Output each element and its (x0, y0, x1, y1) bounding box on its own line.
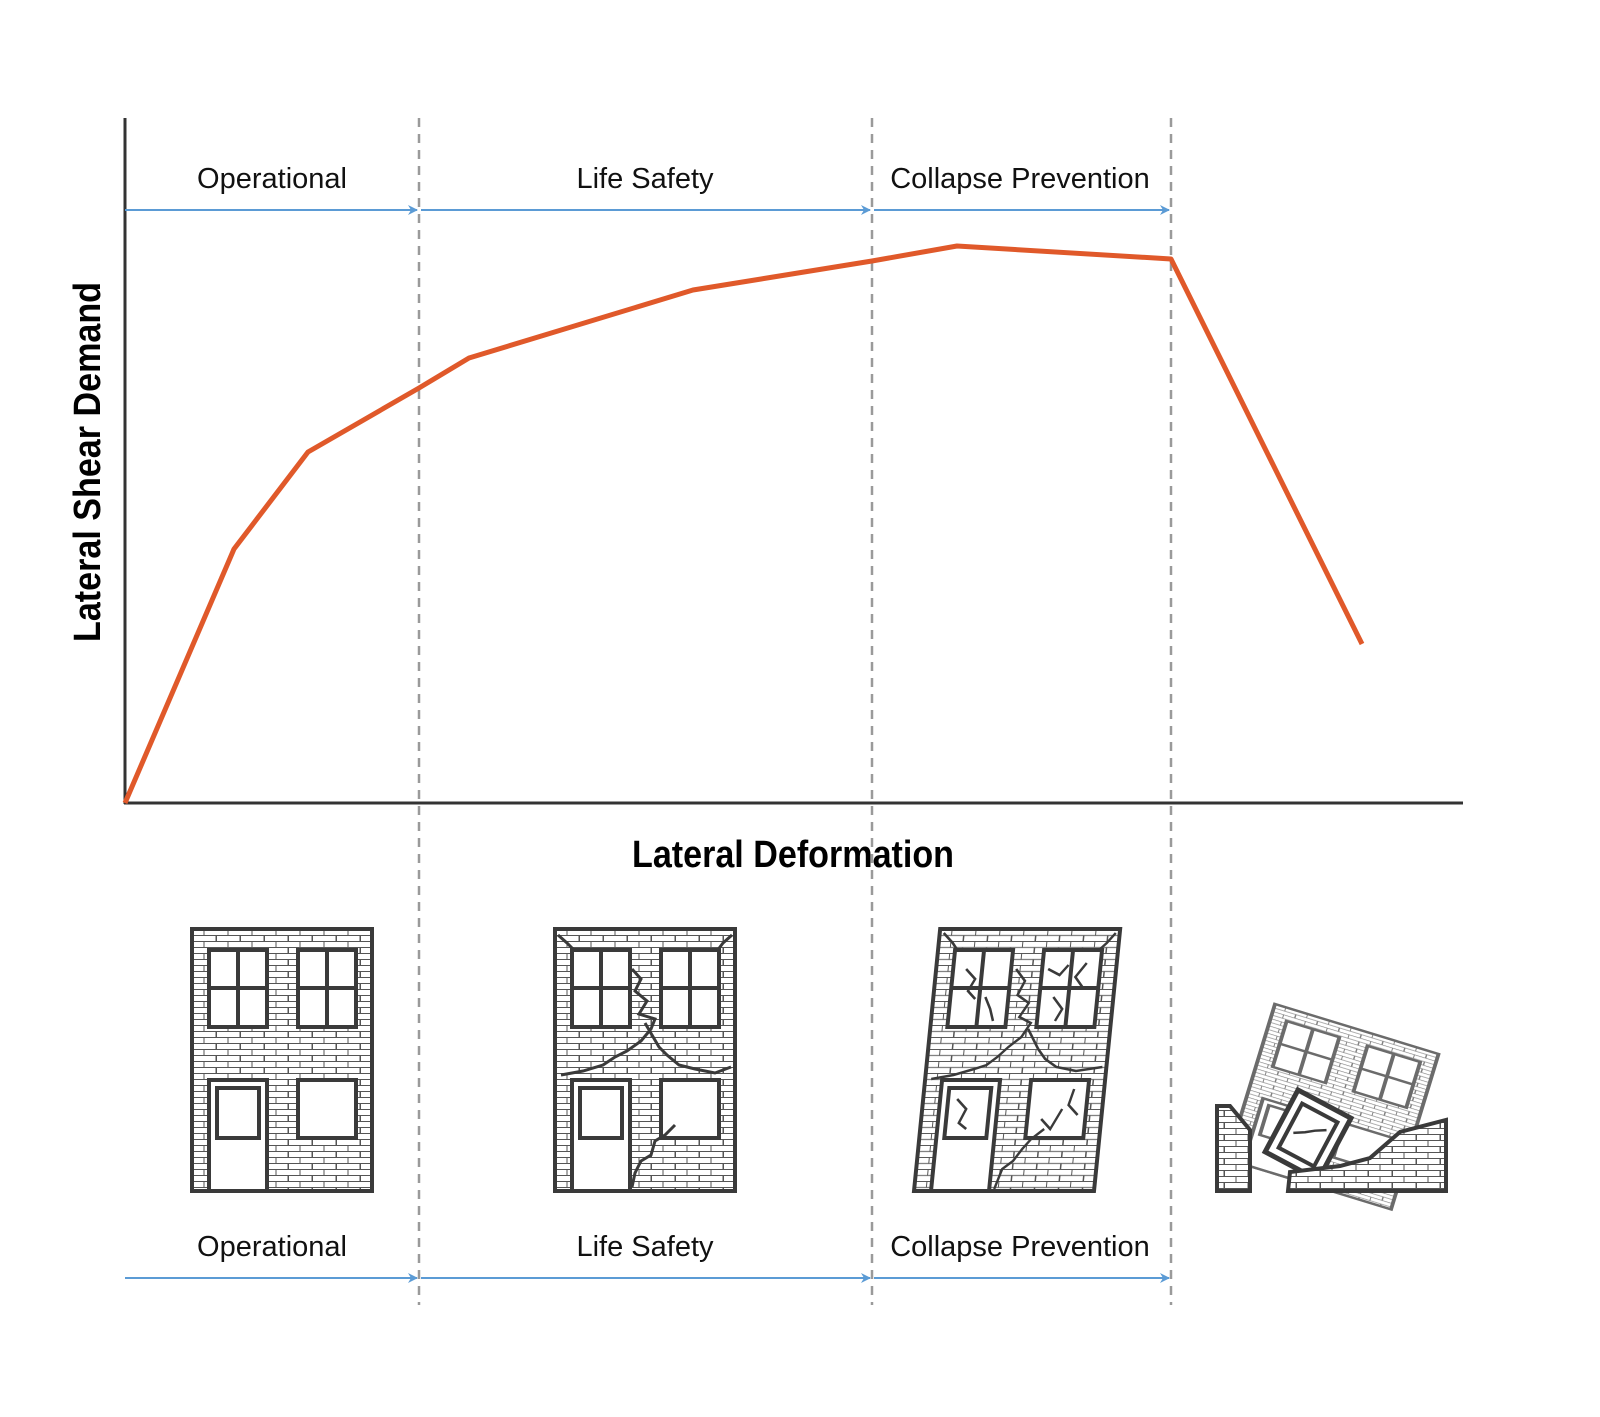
zone-label-collapse-prevention-top: Collapse Prevention (890, 163, 1150, 195)
crack-lines (557, 933, 733, 1188)
collapsed-building (1215, 1002, 1448, 1212)
zone-label-life-safety-top: Life Safety (576, 163, 714, 195)
rubble-right (1285, 1117, 1448, 1193)
y-axis-title: Lateral Shear Demand (67, 282, 109, 642)
capacity-curve (122, 243, 1365, 804)
zone-label-operational-bottom: Operational (197, 1231, 347, 1263)
x-axis-title: Lateral Deformation (632, 834, 954, 876)
crack-lines (931, 932, 1117, 1190)
rubble-left (1215, 1104, 1252, 1193)
zone-label-collapse-prevention-bottom: Collapse Prevention (890, 1231, 1150, 1263)
severely-damaged-building (914, 929, 1120, 1191)
cracked-building (553, 927, 737, 1193)
zone-label-life-safety-bottom: Life Safety (576, 1231, 714, 1263)
zone-dividers (417, 118, 1173, 1305)
zone-label-operational-top: Operational (197, 163, 347, 195)
intact-building (190, 927, 374, 1193)
